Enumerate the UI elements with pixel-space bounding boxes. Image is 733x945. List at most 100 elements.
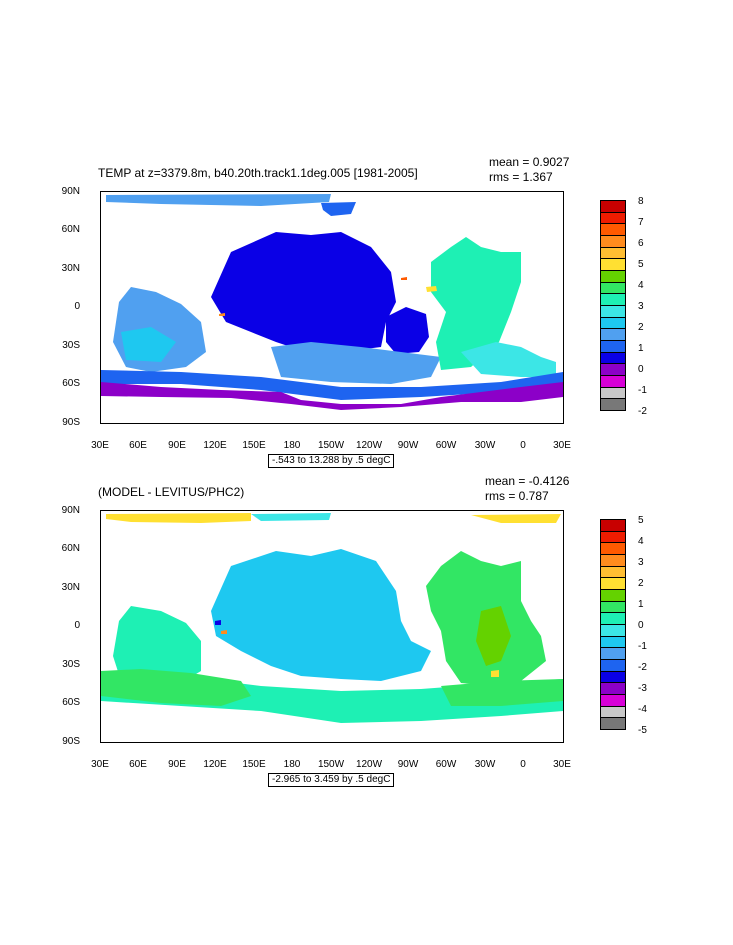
panel-1-mean: mean = 0.9027 — [489, 155, 570, 169]
lon-label: 150E — [242, 759, 266, 770]
southern-ocean-band — [101, 370, 563, 400]
arctic-field — [106, 194, 331, 206]
lat-label: 30S — [62, 340, 80, 351]
colorbar-swatch — [600, 717, 626, 730]
colorbar-label: -5 — [638, 725, 647, 736]
colorbar-label: 1 — [638, 343, 644, 354]
blue-patch — [215, 620, 221, 625]
atlantic-deep — [476, 606, 511, 666]
panel-2-rms: rms = 0.787 — [485, 489, 549, 503]
lat-label: 30S — [62, 659, 80, 670]
lon-label: 180 — [283, 759, 301, 770]
lat-label: 90N — [61, 505, 80, 516]
lon-label: 0 — [520, 440, 526, 451]
colorbar-label: 2 — [638, 578, 644, 589]
colorbar-label: 6 — [638, 238, 644, 249]
lat-label: 0 — [74, 620, 80, 631]
lon-label: 90W — [397, 440, 419, 451]
lon-label: 150W — [317, 440, 345, 451]
colorbar-label: 2 — [638, 322, 644, 333]
lon-label: 30W — [474, 440, 496, 451]
lat-label: 60N — [61, 224, 80, 235]
colorbar-label: -3 — [638, 683, 647, 694]
lon-label: 120E — [203, 440, 227, 451]
south-pacific-field — [386, 307, 429, 354]
southern-green-east — [441, 679, 563, 706]
lon-label: 30W — [474, 759, 496, 770]
indian-ocean-field — [113, 606, 201, 689]
panel-1-colorbar: 8 7 6 5 4 3 2 1 0 -1 -2 — [600, 196, 660, 417]
colorbar-label: 3 — [638, 301, 644, 312]
lat-label: 90S — [62, 417, 80, 428]
lon-label: 60W — [435, 759, 457, 770]
southern-ocean-purple — [101, 382, 563, 410]
colorbar-label: -4 — [638, 704, 647, 715]
southern-green-west — [101, 669, 251, 706]
panel-1-rms: rms = 1.367 — [489, 170, 553, 184]
colorbar-label: 4 — [638, 536, 644, 547]
lon-label: 90E — [168, 759, 186, 770]
panel-2-title: (MODEL - LEVITUS/PHC2) — [98, 485, 245, 499]
colorbar-swatch — [600, 398, 626, 411]
lat-label: 60S — [62, 697, 80, 708]
lat-label: 90N — [61, 186, 80, 197]
panel-1-map — [100, 191, 564, 424]
colorbar-label: 5 — [638, 515, 644, 526]
lon-label: 90W — [397, 759, 419, 770]
panel-2-field — [101, 513, 563, 723]
arctic-cyan — [251, 513, 331, 521]
indian-ocean-light — [121, 327, 176, 362]
colorbar-label: -2 — [638, 406, 647, 417]
colorbar-label: 8 — [638, 196, 644, 207]
lon-label: 60W — [435, 440, 457, 451]
colorbar-label: 7 — [638, 217, 644, 228]
lon-label: 150E — [242, 440, 266, 451]
colorbar-label: -1 — [638, 641, 647, 652]
lon-label: 30E — [91, 759, 109, 770]
lat-label: 30N — [61, 263, 80, 274]
pacific-field — [211, 549, 431, 681]
panel-1-range-label: -.543 to 13.288 by .5 degC — [268, 454, 395, 468]
lon-label: 180 — [283, 440, 301, 451]
panel-2-map — [100, 510, 564, 743]
lon-label: 30E — [91, 440, 109, 451]
panel-1-field — [101, 194, 563, 410]
lon-label: 120W — [355, 440, 383, 451]
lon-label: 60E — [129, 440, 147, 451]
colorbar-label: -2 — [638, 662, 647, 673]
lon-label: 30E — [553, 759, 571, 770]
atlantic-shelf — [461, 342, 556, 377]
orange-patch — [221, 630, 227, 634]
colorbar-label: 5 — [638, 259, 644, 270]
arctic-patch — [321, 202, 356, 216]
arctic-yellow — [106, 513, 251, 523]
yellow-patch — [491, 670, 499, 677]
lon-label: 0 — [520, 759, 526, 770]
lat-label: 30N — [61, 582, 80, 593]
lon-label: 120W — [355, 759, 383, 770]
yellow-patch — [426, 286, 437, 292]
lon-label: 150W — [317, 759, 345, 770]
lat-label: 0 — [74, 301, 80, 312]
south-pacific-mid — [271, 342, 441, 384]
lat-label: 60N — [61, 543, 80, 554]
lat-label: 90S — [62, 736, 80, 747]
arctic-yellow-2 — [471, 514, 561, 523]
colorbar-label: 4 — [638, 280, 644, 291]
lon-label: 90E — [168, 440, 186, 451]
colorbar-label: 0 — [638, 364, 644, 375]
panel-2-colorbar: 5 4 3 2 1 0 -1 -2 -3 -4 -5 — [600, 515, 660, 736]
colorbar-label: 1 — [638, 599, 644, 610]
colorbar-label: 0 — [638, 620, 644, 631]
orange-patch-2 — [401, 277, 407, 280]
colorbar-label: -1 — [638, 385, 647, 396]
panel-2-range-label: -2.965 to 3.459 by .5 degC — [268, 773, 395, 787]
lat-label: 60S — [62, 378, 80, 389]
lon-label: 60E — [129, 759, 147, 770]
north-pacific-field — [211, 232, 396, 352]
lon-label: 120E — [203, 759, 227, 770]
panel-1-title: TEMP at z=3379.8m, b40.20th.track1.1deg.… — [98, 166, 418, 180]
panel-2-mean: mean = -0.4126 — [485, 474, 570, 488]
colorbar-label: 3 — [638, 557, 644, 568]
orange-patch — [219, 313, 225, 316]
